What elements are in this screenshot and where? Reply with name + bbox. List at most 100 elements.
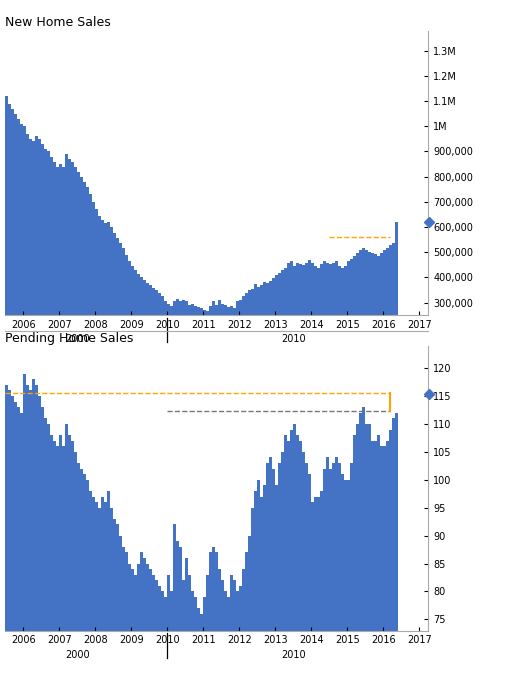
Bar	[113, 519, 116, 678]
Bar	[155, 580, 158, 678]
Bar	[272, 278, 275, 378]
Bar	[53, 441, 56, 678]
Bar	[383, 446, 386, 678]
Bar	[125, 255, 128, 378]
Bar	[188, 575, 191, 678]
Bar	[119, 243, 122, 378]
Bar	[215, 553, 218, 678]
Bar	[383, 250, 386, 378]
Bar	[23, 126, 26, 378]
Bar	[38, 396, 41, 678]
Bar	[125, 553, 128, 678]
Bar	[38, 139, 41, 378]
Bar	[302, 265, 305, 378]
Bar	[287, 441, 290, 678]
Bar	[74, 452, 77, 678]
Bar	[143, 558, 146, 678]
Bar	[236, 591, 239, 678]
Bar	[266, 463, 269, 678]
Bar	[8, 104, 11, 378]
Bar	[191, 304, 194, 378]
Bar	[368, 252, 371, 378]
Bar	[362, 407, 365, 678]
Bar	[329, 468, 332, 678]
Bar	[95, 210, 98, 378]
Bar	[380, 446, 383, 678]
Bar	[200, 614, 203, 678]
Bar	[98, 216, 101, 378]
Bar	[389, 245, 392, 378]
Bar	[290, 430, 293, 678]
Bar	[368, 424, 371, 678]
Bar	[77, 463, 80, 678]
Bar	[332, 263, 335, 378]
Bar	[0, 83, 2, 378]
Bar	[179, 546, 182, 678]
Bar	[230, 575, 233, 678]
Bar	[14, 401, 17, 678]
Bar	[167, 304, 170, 378]
Bar	[35, 136, 38, 378]
Bar	[11, 108, 14, 378]
Bar	[80, 468, 83, 678]
Bar	[365, 424, 368, 678]
Bar	[71, 161, 74, 378]
Bar	[152, 287, 155, 378]
Bar	[254, 284, 257, 378]
Bar	[164, 597, 167, 678]
Bar	[182, 580, 185, 678]
Bar	[92, 202, 95, 378]
Bar	[173, 525, 176, 678]
Bar	[170, 591, 173, 678]
Bar	[128, 261, 131, 378]
Bar	[314, 266, 317, 378]
Bar	[386, 441, 389, 678]
Bar	[17, 119, 20, 378]
Bar	[230, 306, 233, 378]
Bar	[44, 418, 47, 678]
Bar	[59, 164, 62, 378]
Bar	[302, 452, 305, 678]
Bar	[206, 575, 209, 678]
Bar	[197, 608, 200, 678]
Bar	[320, 264, 323, 378]
Bar	[305, 463, 308, 678]
Bar	[71, 441, 74, 678]
Bar	[146, 563, 149, 678]
Bar	[260, 496, 263, 678]
Bar	[20, 124, 23, 378]
Bar	[203, 597, 206, 678]
Bar	[338, 463, 341, 678]
Bar	[380, 253, 383, 378]
Bar	[326, 458, 329, 678]
Bar	[317, 268, 320, 378]
Text: New Home Sales: New Home Sales	[5, 16, 111, 29]
Bar	[122, 546, 125, 678]
Bar	[251, 289, 254, 378]
Bar	[311, 263, 314, 378]
Bar	[128, 563, 131, 678]
Bar	[221, 304, 224, 378]
Bar	[350, 463, 353, 678]
Bar	[287, 263, 290, 378]
Bar	[152, 575, 155, 678]
Bar	[41, 407, 44, 678]
Bar	[308, 260, 311, 378]
Text: 2000: 2000	[65, 650, 89, 660]
Bar	[266, 283, 269, 378]
Bar	[257, 287, 260, 378]
Bar	[158, 293, 161, 378]
Bar	[284, 435, 287, 678]
Bar	[239, 586, 242, 678]
Bar	[317, 496, 320, 678]
Bar	[170, 306, 173, 378]
Bar	[284, 268, 287, 378]
Bar	[320, 491, 323, 678]
Bar	[143, 280, 146, 378]
Bar	[341, 268, 344, 378]
Bar	[374, 254, 377, 378]
Bar	[134, 270, 137, 378]
Bar	[65, 424, 68, 678]
Bar	[104, 223, 107, 378]
Bar	[395, 413, 398, 678]
